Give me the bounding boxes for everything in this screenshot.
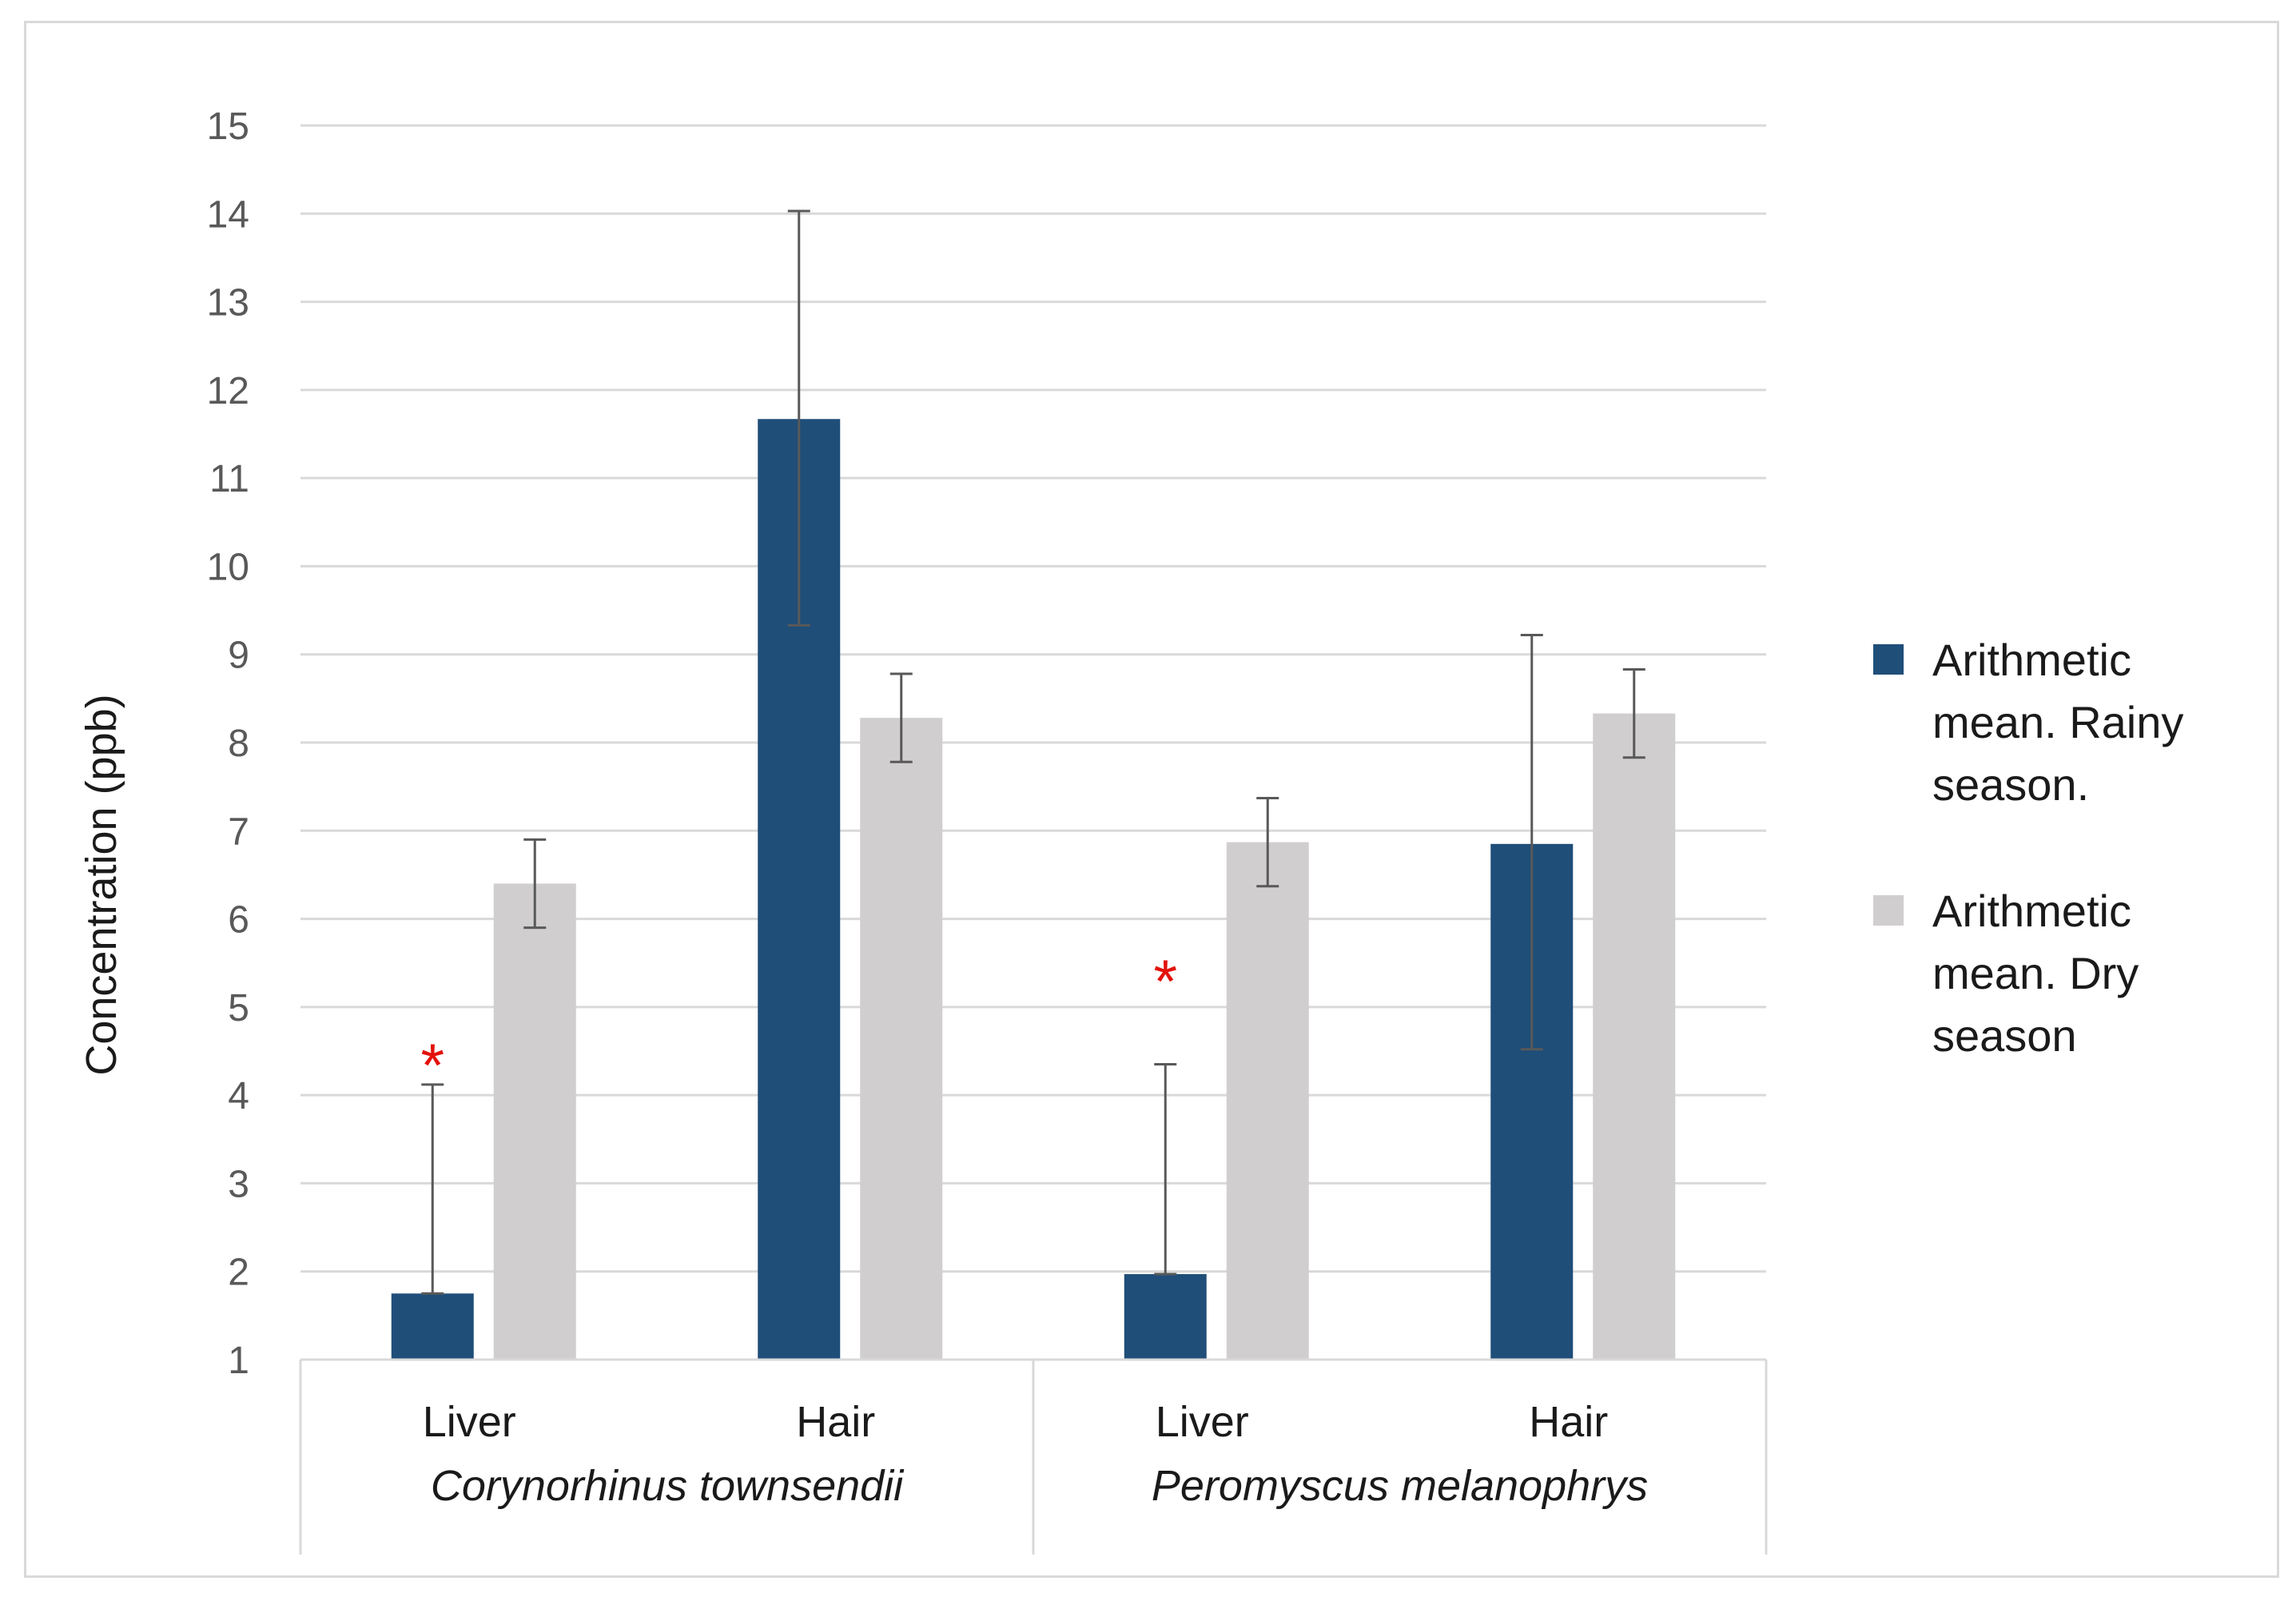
y-tick-label: 14 — [207, 193, 249, 236]
error-bar — [889, 672, 913, 763]
x-group-label: Corynorhinus townsendii — [431, 1462, 905, 1510]
bar-dry-0 — [493, 883, 576, 1360]
y-tick-label: 10 — [207, 546, 249, 588]
legend-item-dry: Arithmetic mean. Dry season — [1873, 886, 2139, 1061]
significance-asterisk: * — [1153, 948, 1177, 1016]
y-axis-label: Concentration (ppb) — [78, 694, 125, 1075]
error-bar — [1520, 633, 1543, 1051]
y-tick-label: 12 — [207, 370, 249, 412]
x-group-label: Peromyscus melanophrys — [1152, 1462, 1648, 1510]
legend-label: Arithmetic mean. Rainy season. — [1932, 635, 2183, 810]
y-tick-label: 15 — [207, 106, 249, 148]
error-bar — [523, 838, 547, 930]
bar-rainy-0 — [391, 1293, 474, 1360]
y-tick-label: 9 — [228, 635, 249, 677]
y-tick-label: 3 — [228, 1163, 249, 1205]
legend-item-rainy: Arithmetic mean. Rainy season. — [1873, 635, 2183, 810]
bar-dry-1 — [860, 718, 943, 1360]
x-category-label: Liver — [1156, 1398, 1249, 1446]
error-bar — [1256, 796, 1279, 888]
y-tick-label: 4 — [228, 1075, 249, 1117]
significance-asterisk: * — [420, 1032, 444, 1100]
y-tick-label: 8 — [228, 723, 249, 765]
y-tick-label: 6 — [228, 899, 249, 942]
legend-swatch — [1873, 895, 1904, 926]
legend-swatch — [1873, 644, 1904, 675]
x-axis: Liver Hair Liver Hair Corynorhinus townsendi… — [299, 1358, 1768, 1555]
bar-rainy-2 — [1124, 1274, 1207, 1360]
error-bar — [421, 1083, 444, 1295]
legend: Arithmetic mean. Rainy season. Arithmetic me… — [1873, 635, 2183, 1061]
y-tick-label: 13 — [207, 282, 249, 325]
error-bars — [421, 209, 1645, 1295]
error-bar — [1622, 667, 1645, 759]
y-tick-label: 11 — [209, 458, 249, 500]
y-tick-label: 5 — [228, 987, 249, 1029]
x-category-label: Hair — [1529, 1398, 1608, 1446]
x-category-label: Hair — [796, 1398, 875, 1446]
x-category-label: Liver — [423, 1398, 516, 1446]
error-bar — [1154, 1063, 1177, 1276]
bar-dry-2 — [1226, 842, 1309, 1360]
y-tick-label: 7 — [228, 810, 249, 853]
annotations: ** — [420, 948, 1177, 1100]
y-tick-label: 1 — [228, 1340, 249, 1382]
error-bar — [787, 209, 810, 627]
y-tick-label: 2 — [228, 1252, 249, 1294]
legend-label: Arithmetic mean. Dry season — [1932, 886, 2139, 1061]
bars — [391, 419, 1676, 1360]
bar-dry-3 — [1593, 713, 1676, 1360]
